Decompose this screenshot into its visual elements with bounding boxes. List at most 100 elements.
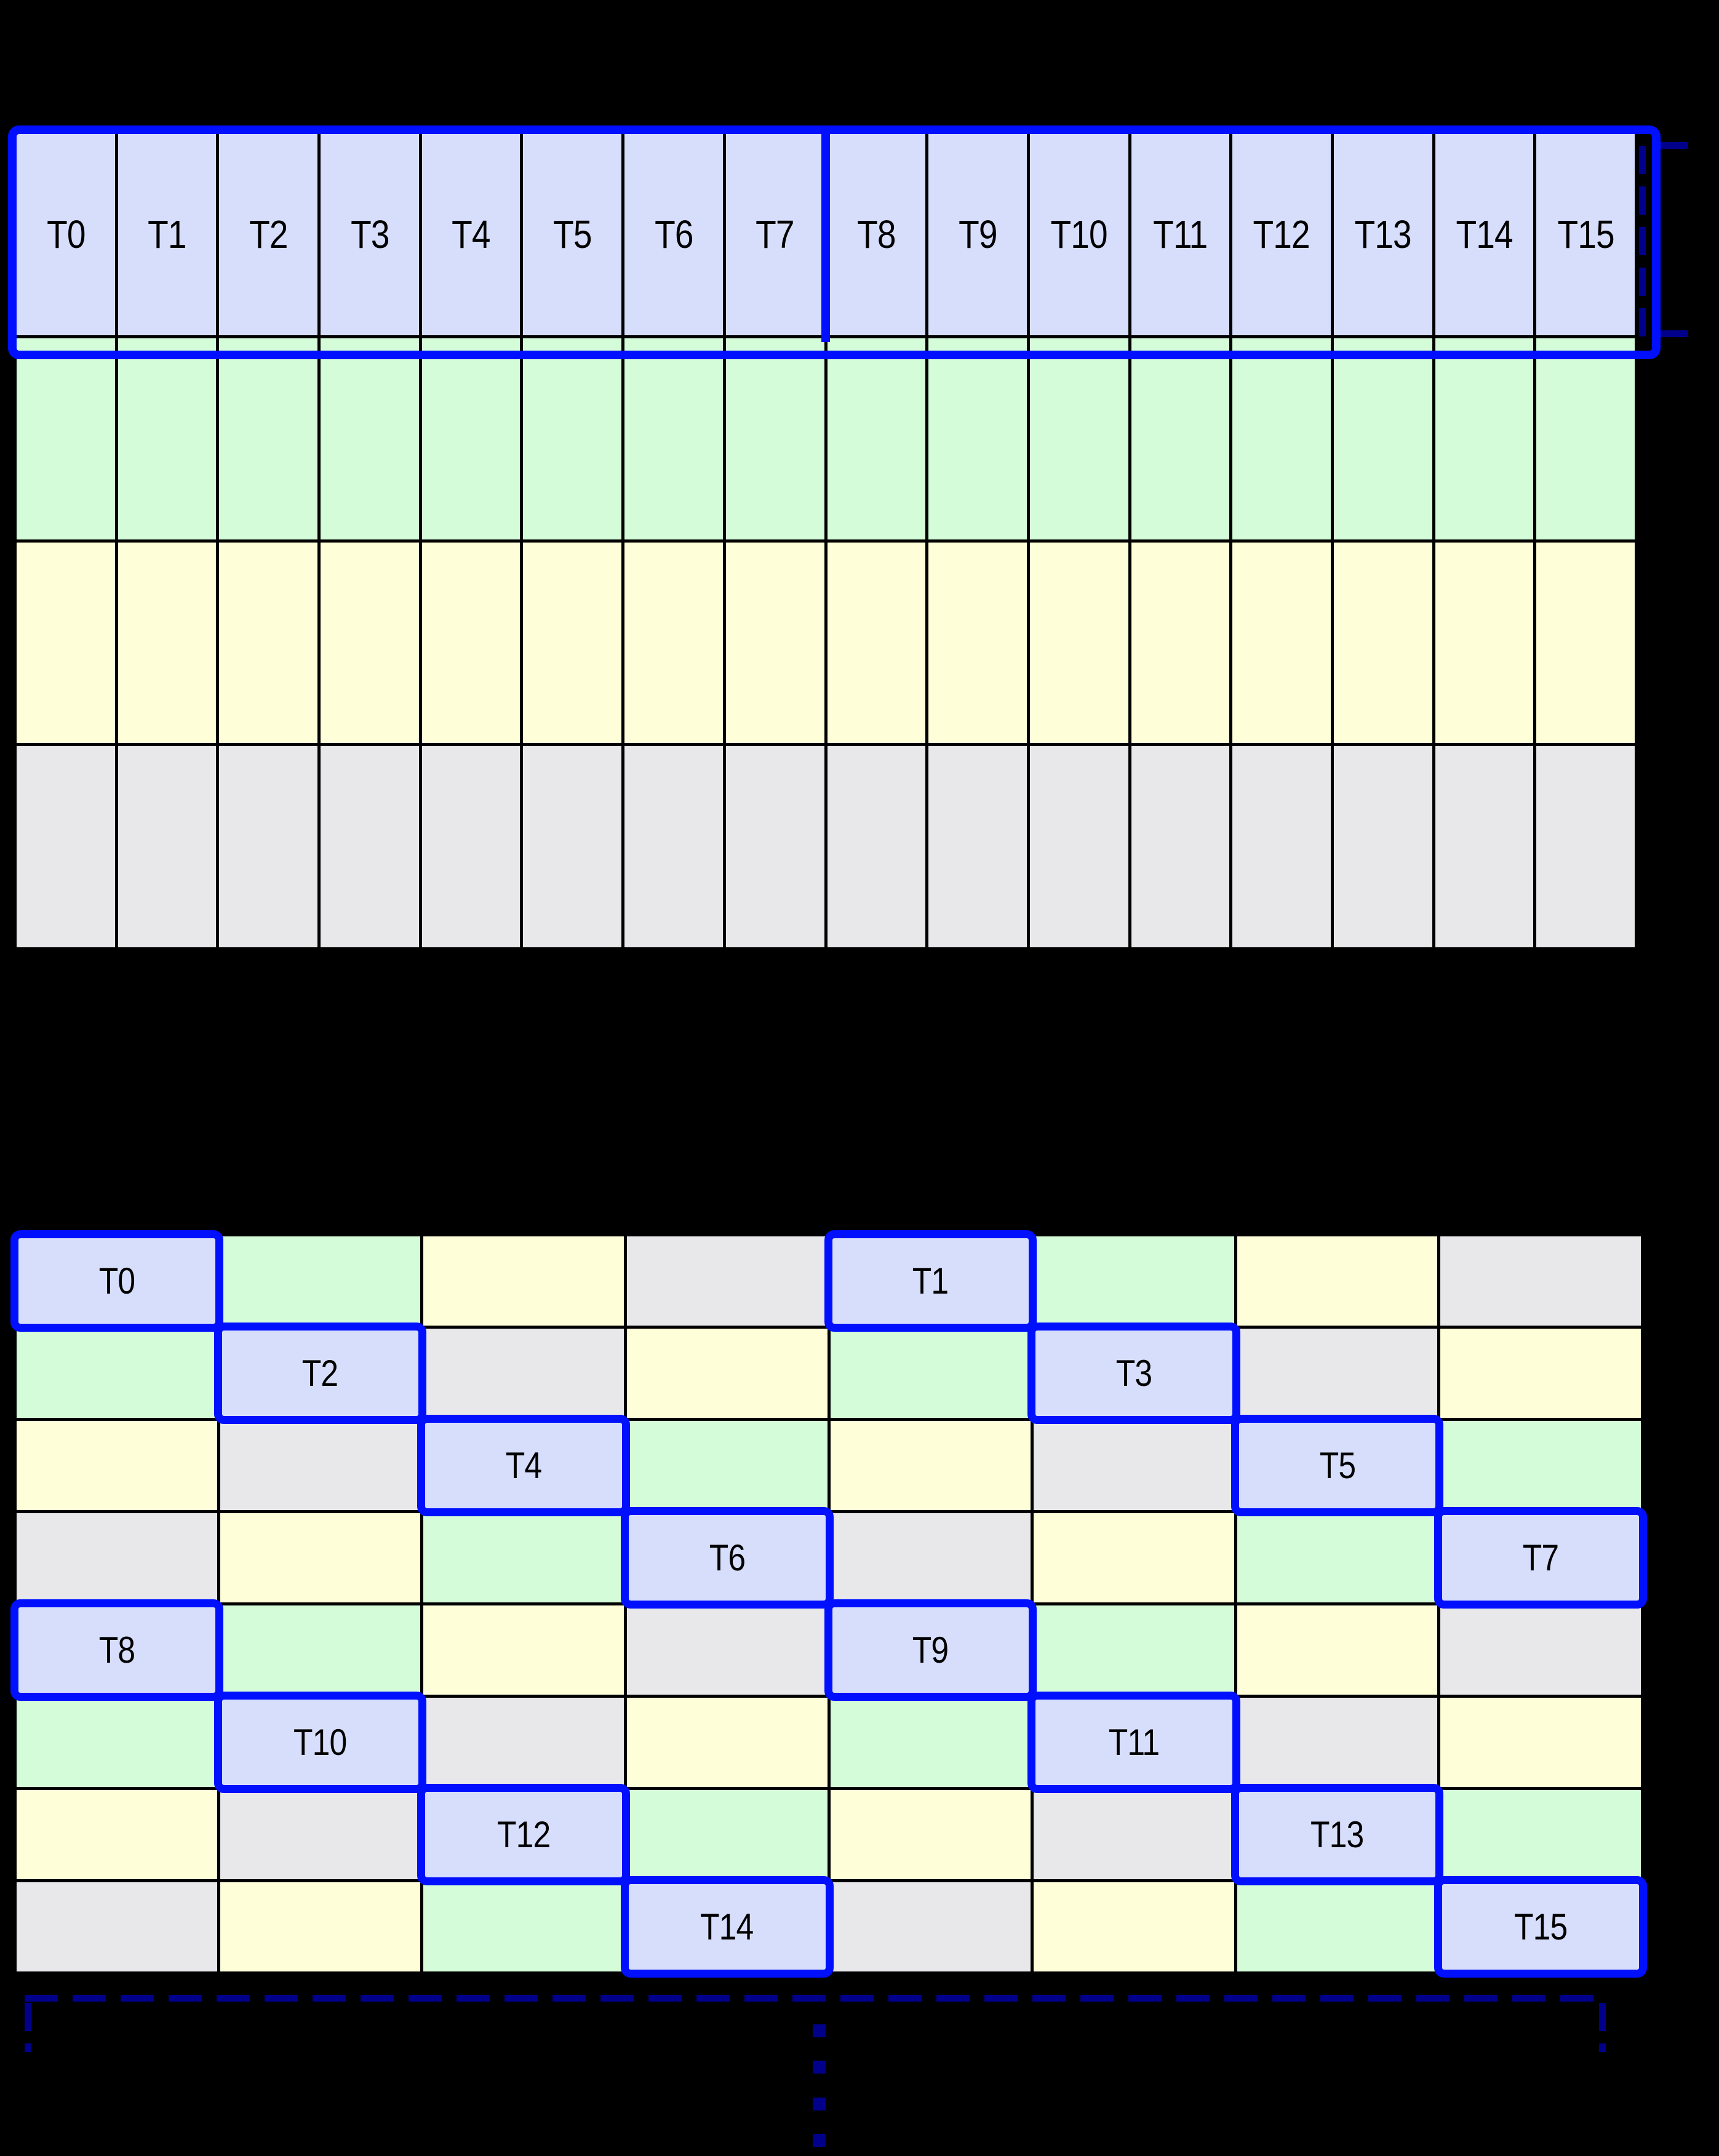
bracket-right-tick bbox=[1599, 2003, 1606, 2052]
grid-cell bbox=[423, 1236, 624, 1326]
memory-cell bbox=[1131, 338, 1230, 539]
grid-cell bbox=[1440, 1605, 1641, 1695]
thread-label: T13 bbox=[1310, 1813, 1364, 1855]
grid-cell bbox=[830, 1329, 1031, 1418]
grid-cell bbox=[220, 1790, 421, 1879]
memory-cell bbox=[725, 542, 824, 744]
grid-cell bbox=[830, 1513, 1031, 1602]
thread-label: T2 bbox=[249, 212, 288, 257]
memory-cell bbox=[1536, 542, 1635, 744]
grid-cell: T2 bbox=[213, 1323, 427, 1424]
memory-cell bbox=[1232, 746, 1331, 947]
grid-cell: T11 bbox=[1027, 1692, 1240, 1793]
memory-cell bbox=[827, 338, 926, 539]
thread-label: T0 bbox=[46, 212, 86, 257]
thread-label: T8 bbox=[98, 1629, 135, 1671]
continuation-dot bbox=[813, 2024, 826, 2037]
grid-cell bbox=[423, 1698, 624, 1787]
grid-cell bbox=[220, 1882, 421, 1971]
memory-cell bbox=[1333, 338, 1432, 539]
thread-cell: T13 bbox=[1333, 134, 1432, 335]
grid-cell bbox=[626, 1605, 828, 1695]
continuation-dot bbox=[813, 2098, 826, 2110]
lower-grid-cells: T0 T1 T2 T3 T4 T5 T6 T7 T8 T9 T10 T11 T12 T13 T14 T15 bbox=[10, 1230, 1647, 1978]
memory-cell bbox=[1435, 338, 1534, 539]
bracket-left-tick bbox=[25, 2003, 31, 2052]
bracket-vertical-dash bbox=[1639, 146, 1646, 338]
memory-cell bbox=[523, 746, 622, 947]
thread-cell: T7 bbox=[725, 134, 824, 335]
grid-cell bbox=[220, 1605, 421, 1695]
memory-cell bbox=[1029, 338, 1128, 539]
thread-cell: T8 bbox=[827, 134, 926, 335]
thread-label: T12 bbox=[1253, 212, 1310, 257]
grid-cell bbox=[1237, 1329, 1438, 1418]
thread-label: T6 bbox=[654, 212, 693, 257]
memory-cell bbox=[624, 542, 723, 744]
grid-cell bbox=[17, 1421, 217, 1510]
thread-cell: T9 bbox=[928, 134, 1027, 335]
interleaved-thread-grid: T0 T1 T2 T3 T4 T5 T6 T7 T8 T9 T10 T11 T12 T13 T14 T15 bbox=[10, 1230, 1647, 1978]
thread-label: T13 bbox=[1354, 212, 1412, 257]
grid-cell bbox=[830, 1790, 1031, 1879]
grid-cell bbox=[1237, 1698, 1438, 1787]
grid-cell bbox=[626, 1421, 828, 1510]
grid-cell bbox=[1440, 1790, 1641, 1879]
grid-cell bbox=[220, 1513, 421, 1602]
thread-label: T3 bbox=[1115, 1352, 1152, 1394]
memory-cell bbox=[624, 746, 723, 947]
grid-cell: T5 bbox=[1230, 1415, 1444, 1516]
memory-cell bbox=[1435, 746, 1534, 947]
memory-cell bbox=[421, 338, 520, 539]
grid-cell bbox=[830, 1421, 1031, 1510]
memory-cell bbox=[1131, 746, 1230, 947]
thread-label: T14 bbox=[1456, 212, 1513, 257]
grid-cell bbox=[626, 1236, 828, 1326]
thread-label: T2 bbox=[302, 1352, 338, 1394]
grid-cell bbox=[17, 1329, 217, 1418]
memory-cell bbox=[827, 542, 926, 744]
upper-grid-cells: T0 T1 T2 T3 T4 T5 T6 T7 T8 T9 T10 T11 T12 T13 T14 T15 bbox=[14, 131, 1638, 950]
memory-cell bbox=[219, 746, 318, 947]
memory-cell bbox=[1029, 542, 1128, 744]
thread-label: T10 bbox=[1050, 212, 1108, 257]
thread-cell: T11 bbox=[1131, 134, 1230, 335]
thread-cell: T15 bbox=[1536, 134, 1635, 335]
grid-cell bbox=[626, 1790, 828, 1879]
grid-cell bbox=[423, 1513, 624, 1602]
memory-cell bbox=[1536, 338, 1635, 539]
grid-cell bbox=[830, 1698, 1031, 1787]
memory-cell bbox=[17, 746, 115, 947]
thread-label: T3 bbox=[350, 212, 389, 257]
grid-cell: T0 bbox=[10, 1230, 223, 1332]
memory-cell bbox=[1029, 746, 1128, 947]
thread-cell: T6 bbox=[624, 134, 723, 335]
grid-cell bbox=[626, 1329, 828, 1418]
continuation-dot bbox=[813, 2061, 826, 2074]
grid-cell bbox=[17, 1882, 217, 1971]
thread-label: T14 bbox=[700, 1906, 754, 1947]
memory-cell bbox=[1333, 746, 1432, 947]
grid-cell: T14 bbox=[620, 1876, 834, 1978]
upper-thread-row-grid: T0 T1 T2 T3 T4 T5 T6 T7 T8 T9 T10 T11 T12 T13 T14 T15 bbox=[8, 125, 1661, 950]
grid-cell: T7 bbox=[1434, 1507, 1647, 1609]
memory-cell bbox=[321, 542, 419, 744]
grid-cell bbox=[423, 1882, 624, 1971]
thread-label: T9 bbox=[958, 212, 997, 257]
grid-cell: T10 bbox=[213, 1692, 427, 1793]
grid-cell: T9 bbox=[824, 1599, 1037, 1701]
thread-cell: T5 bbox=[523, 134, 622, 335]
grid-cell: T3 bbox=[1027, 1323, 1240, 1424]
grid-cell bbox=[17, 1513, 217, 1602]
memory-cell bbox=[118, 338, 217, 539]
grid-cell bbox=[626, 1698, 828, 1787]
grid-cell bbox=[830, 1882, 1031, 1971]
memory-cell bbox=[321, 746, 419, 947]
grid-cell bbox=[1034, 1605, 1234, 1695]
grid-cell bbox=[423, 1605, 624, 1695]
grid-cell bbox=[1034, 1882, 1234, 1971]
memory-cell bbox=[1536, 746, 1635, 947]
thread-label: T5 bbox=[1319, 1444, 1355, 1486]
memory-cell bbox=[1131, 542, 1230, 744]
grid-cell bbox=[220, 1421, 421, 1510]
